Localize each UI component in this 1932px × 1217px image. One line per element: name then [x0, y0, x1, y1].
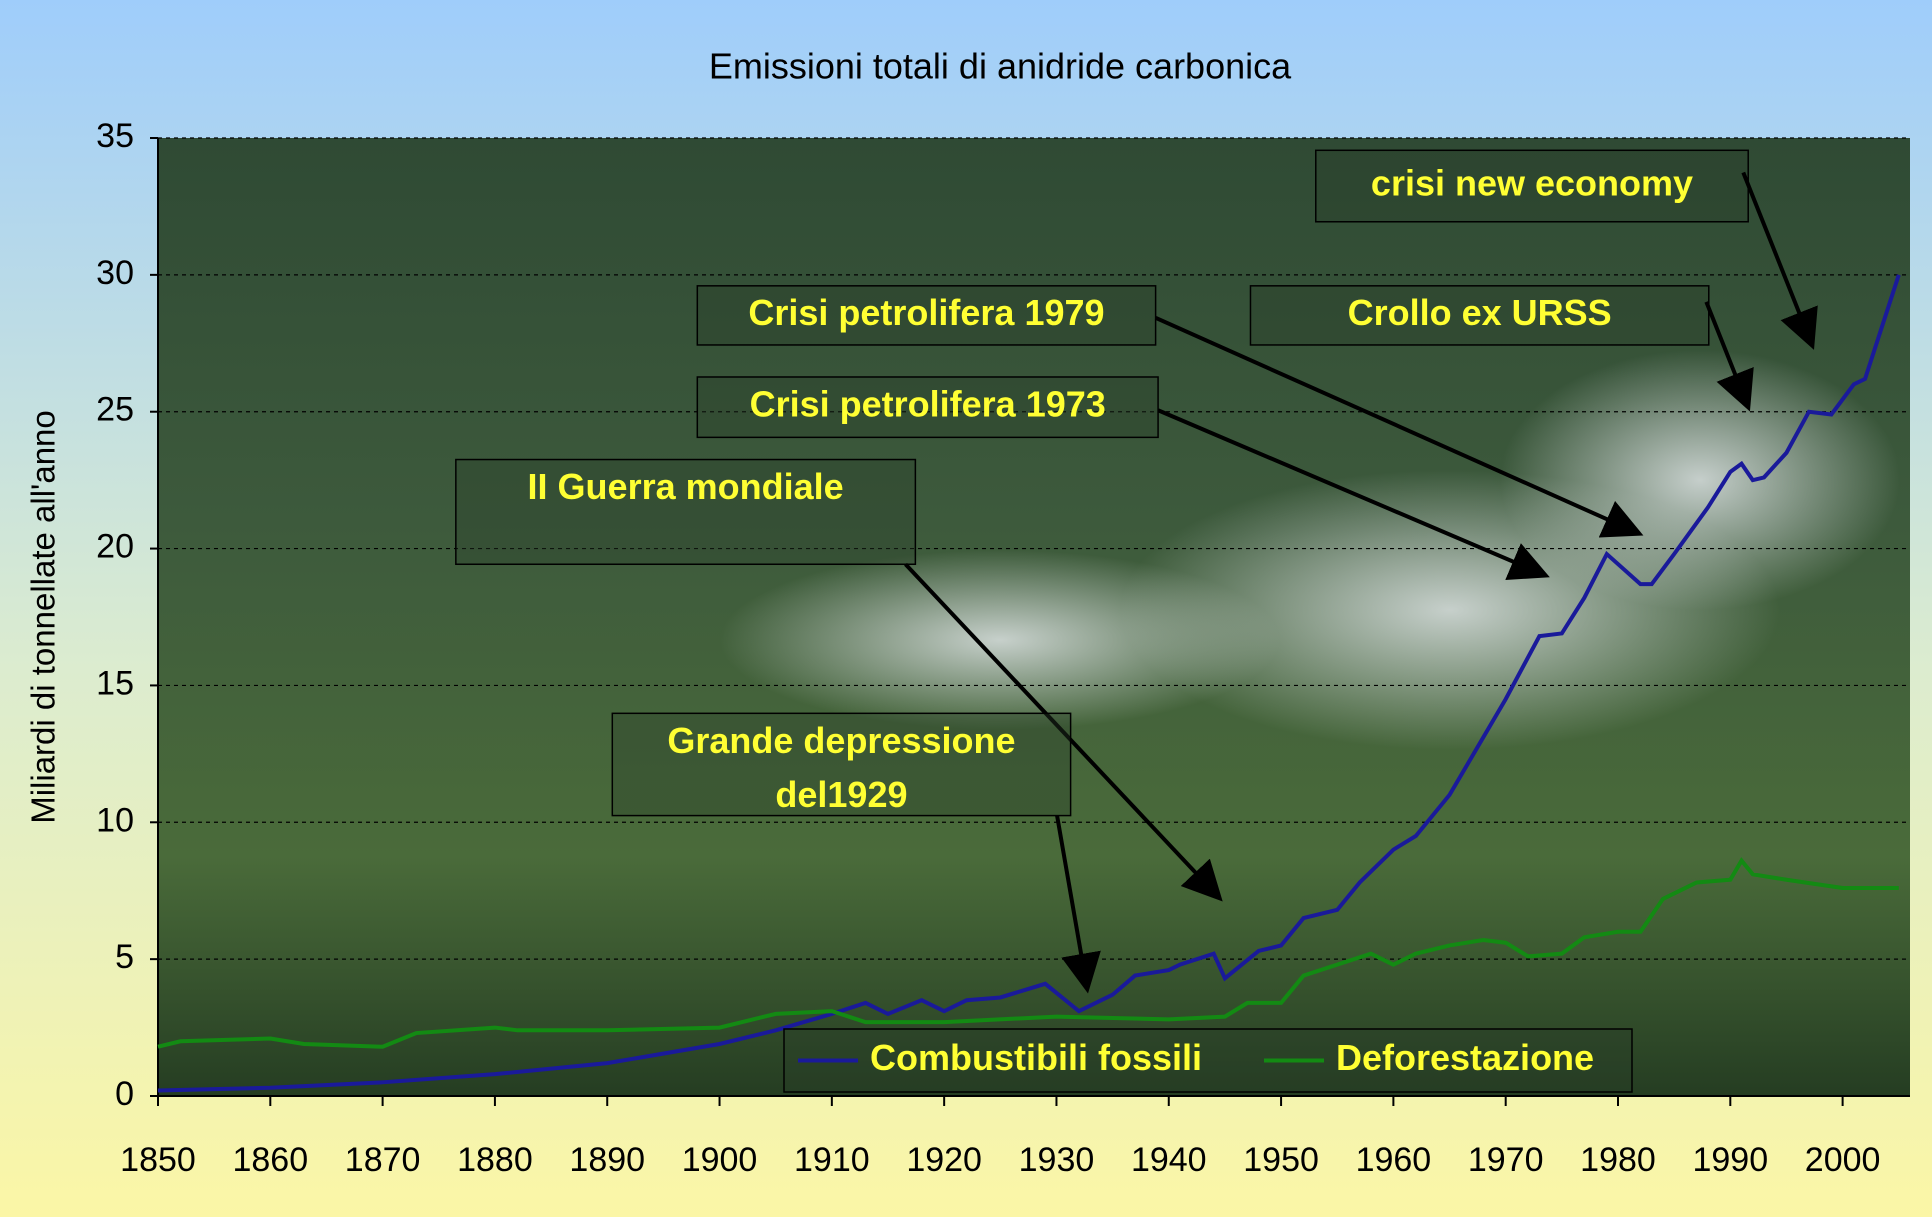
y-tick-label: 25 — [96, 391, 134, 429]
y-tick-label: 35 — [96, 117, 134, 155]
annotation-text: II Guerra mondiale — [528, 466, 844, 507]
y-tick-label: 10 — [96, 801, 134, 839]
x-tick-label: 1930 — [1019, 1141, 1095, 1179]
x-tick-label: 2000 — [1805, 1141, 1881, 1179]
x-tick-label: 1880 — [457, 1141, 533, 1179]
x-tick-label: 1950 — [1243, 1141, 1319, 1179]
y-tick-label: 20 — [96, 528, 134, 566]
x-tick-label: 1960 — [1356, 1141, 1432, 1179]
x-tick-label: 1860 — [232, 1141, 308, 1179]
y-tick-label: 0 — [115, 1075, 134, 1113]
legend-label: Combustibili fossili — [870, 1037, 1202, 1078]
annotation-text: Crollo ex URSS — [1348, 292, 1612, 333]
annotation-text: Crisi petrolifera 1973 — [750, 384, 1106, 425]
y-tick-label: 5 — [115, 938, 134, 976]
x-tick-label: 1980 — [1580, 1141, 1656, 1179]
chart-title: Emissioni totali di anidride carbonica — [709, 46, 1292, 87]
y-tick-label: 30 — [96, 254, 134, 292]
x-tick-label: 1990 — [1692, 1141, 1768, 1179]
x-tick-label: 1900 — [682, 1141, 758, 1179]
annotation-text: Crisi petrolifera 1979 — [748, 292, 1104, 333]
x-tick-label: 1920 — [906, 1141, 982, 1179]
x-tick-label: 1890 — [569, 1141, 645, 1179]
annotation-text: del1929 — [775, 774, 907, 815]
decoration — [1500, 350, 1900, 610]
y-tick-label: 15 — [96, 664, 134, 702]
legend-label: Deforestazione — [1336, 1037, 1594, 1078]
x-tick-label: 1940 — [1131, 1141, 1207, 1179]
chart: Emissioni totali di anidride carbonica M… — [0, 0, 1932, 1217]
y-axis-label: Miliardi di tonnellate all'anno — [25, 410, 62, 824]
x-tick-label: 1870 — [345, 1141, 421, 1179]
annotation-text: Grande depressione — [667, 720, 1015, 761]
x-tick-label: 1910 — [794, 1141, 870, 1179]
x-tick-label: 1850 — [120, 1141, 196, 1179]
annotation-text: crisi new economy — [1371, 163, 1693, 204]
x-tick-label: 1970 — [1468, 1141, 1544, 1179]
